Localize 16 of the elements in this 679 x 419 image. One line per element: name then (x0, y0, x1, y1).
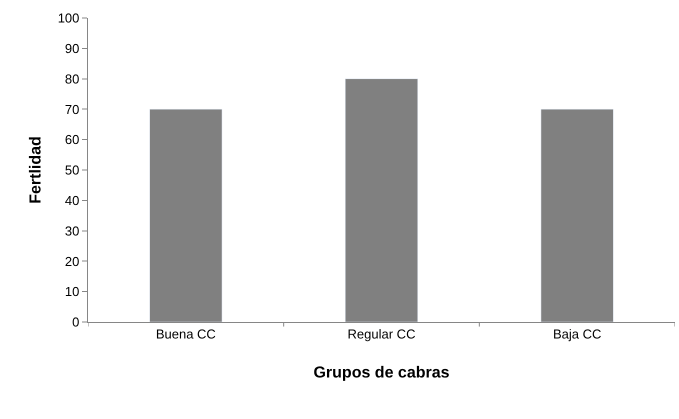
y-tick-label: 100 (58, 10, 80, 26)
x-axis-title: Grupos de cabras (313, 364, 450, 382)
y-tick-label: 40 (64, 192, 80, 208)
x-tick-label: Regular CC (348, 326, 416, 342)
y-tick-label: 50 (64, 162, 80, 178)
y-tick-label: 70 (64, 102, 80, 117)
y-tick-label: 20 (64, 254, 80, 269)
y-axis-title: Fertlidad (28, 136, 45, 204)
y-tick-label: 90 (64, 40, 80, 56)
x-tick-label: Buena CC (156, 326, 216, 342)
x-tick-label: Baja CC (552, 326, 602, 342)
y-tick-label: 10 (64, 284, 80, 300)
y-tick-label: 0 (72, 314, 80, 330)
y-tick-label: 80 (64, 71, 80, 86)
y-tick-label: 30 (64, 223, 80, 238)
y-tick-label: 60 (64, 132, 80, 148)
